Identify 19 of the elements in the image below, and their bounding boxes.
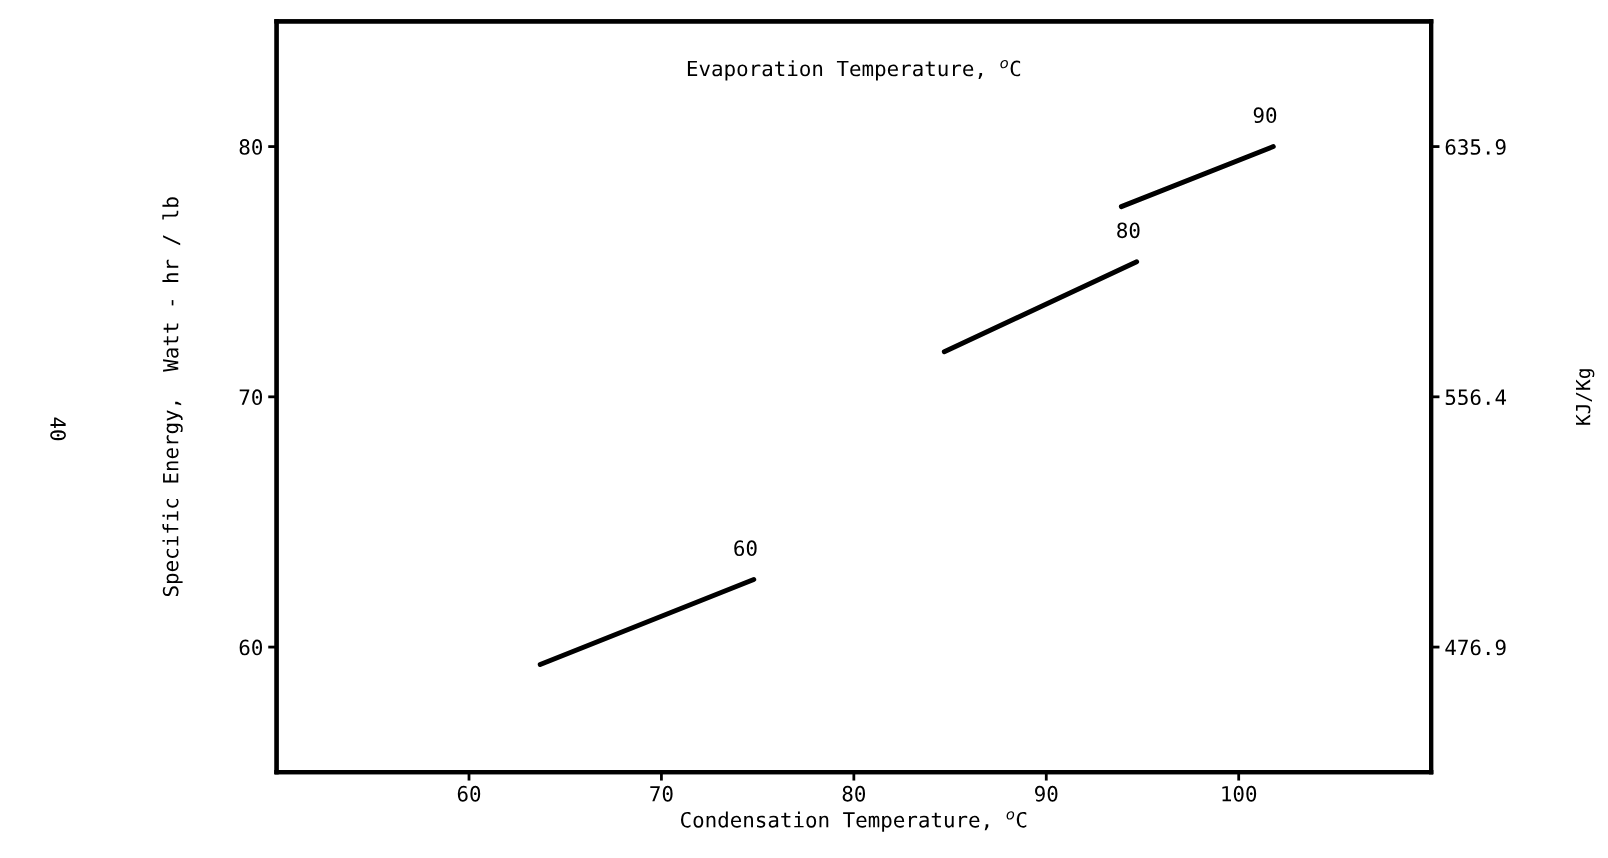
y-tick-label: 60 [239,639,263,656]
text: 40 [50,417,66,441]
x-axis-title: Condensation Temperature, $^{o}$C [680,811,1027,832]
x-tick-label: 80 [842,785,866,802]
series-label: 60 [734,540,757,557]
x-tick-label: 70 [650,785,673,802]
series-label: 90 [1253,107,1277,124]
y2-tick-label: 556.4 [1445,389,1507,406]
y2-axis-title: KJ/Kg [1576,369,1595,425]
annotation: Evaporation Temperature, $^{o}$C [687,59,1021,81]
y-axis-title: Specific Energy, Watt - hr / lb [162,197,183,597]
series-label: 80 [1117,222,1140,239]
x-tick-label: 60 [457,785,481,802]
y-tick-label: 80 [239,139,263,155]
y-tick-label: 70 [239,389,263,406]
y2-tick-label: 635.9 [1445,139,1506,155]
x-tick-label: 90 [1035,785,1058,802]
y2-tick-label: 476.9 [1445,639,1506,656]
x-tick-label: 100 [1222,785,1257,802]
